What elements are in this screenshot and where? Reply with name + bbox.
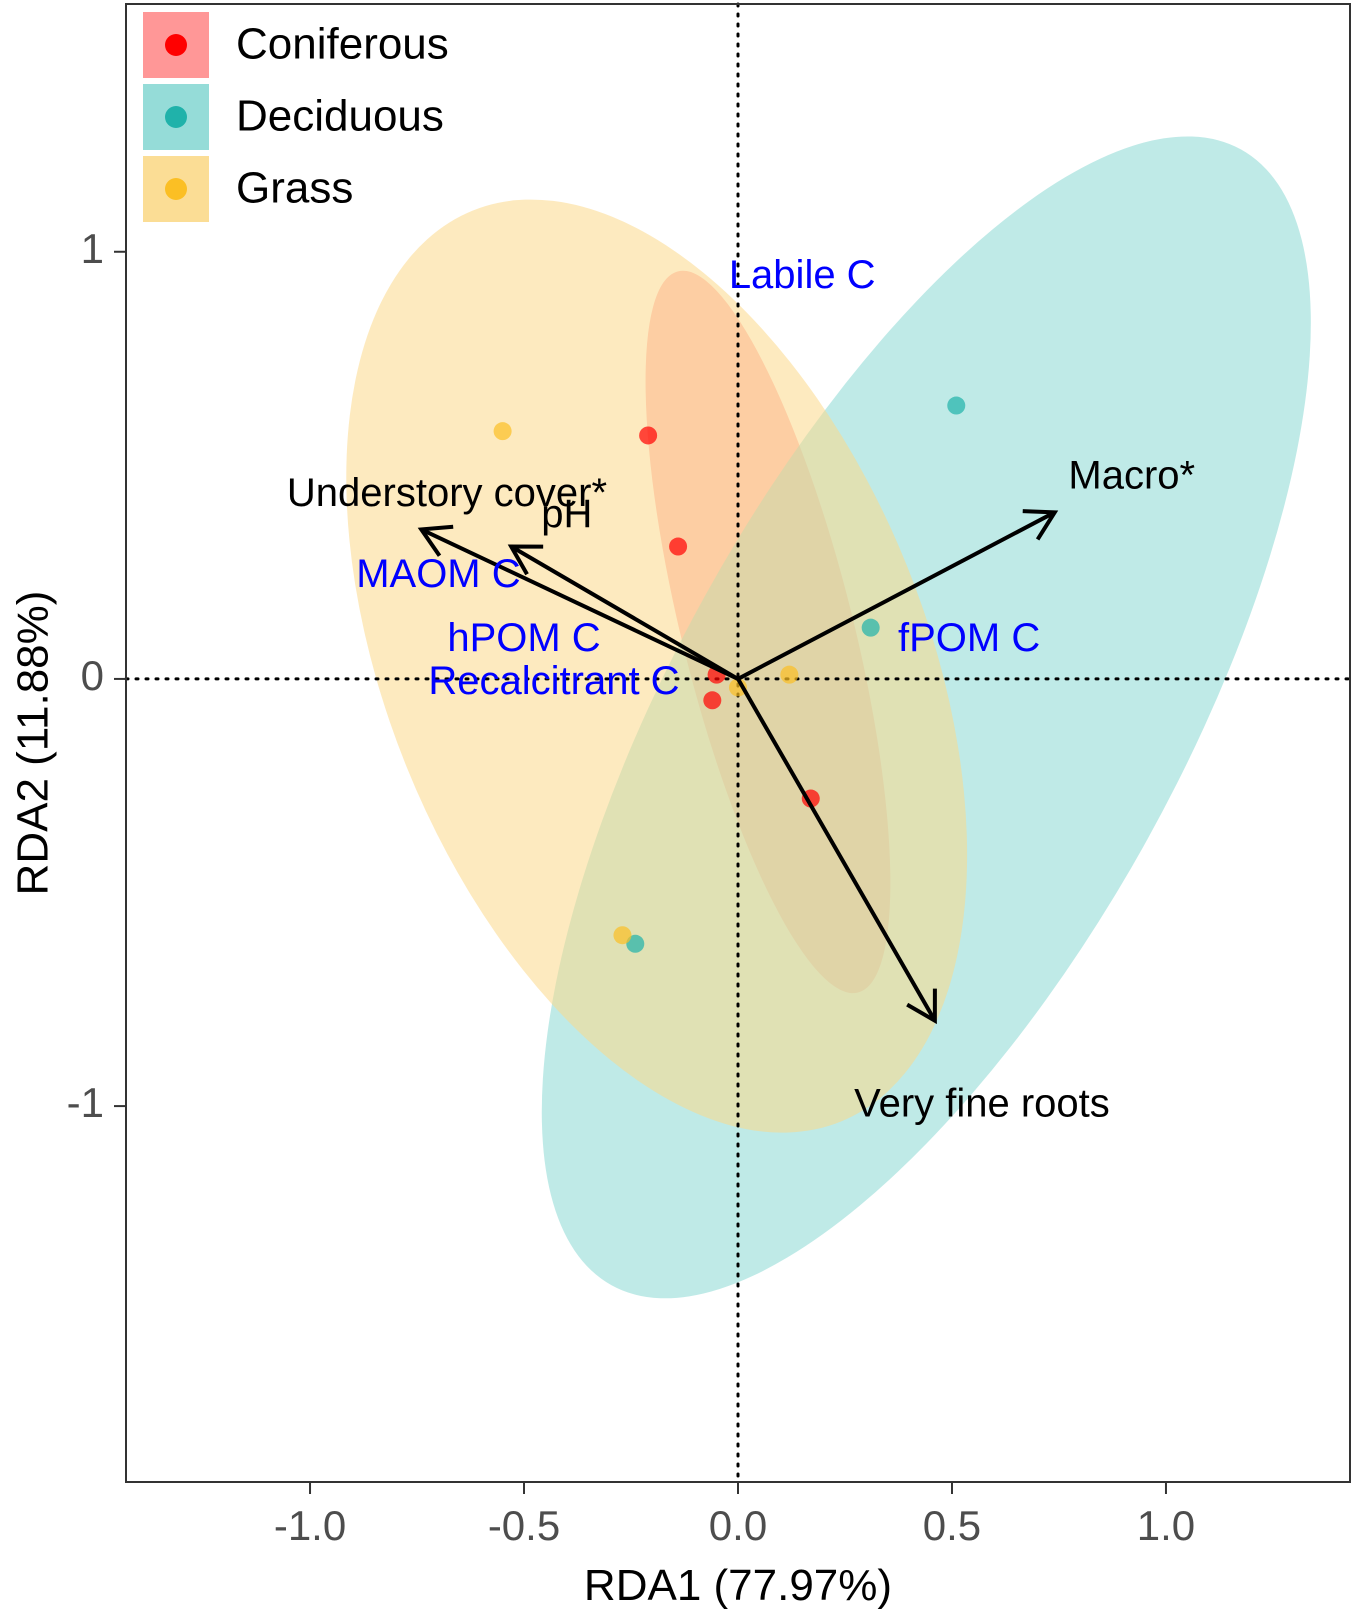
x-tick-label: 1.0: [1137, 1502, 1195, 1549]
x-tick-label: 0.5: [923, 1502, 981, 1549]
environment-vectors: [417, 509, 1059, 1025]
response-label-labile-c: Labile C: [729, 253, 876, 297]
y-tick-label: 1: [81, 225, 104, 272]
point-coniferous: [669, 537, 688, 556]
y-tick-label: 0: [81, 652, 104, 699]
response-label-recalcitrant-c: Recalcitrant C: [428, 659, 679, 703]
y-axis-title: RDA2 (11.88%): [9, 591, 58, 896]
response-label-fpom-c: fPOM C: [898, 616, 1040, 660]
arrow-macro: [737, 510, 1056, 681]
x-axis-title: RDA1 (77.97%): [584, 1561, 892, 1610]
point-coniferous: [703, 691, 722, 710]
legend-label-grass: Grass: [236, 164, 353, 213]
response-label-hpom-c: hPOM C: [447, 616, 600, 660]
legend-label-coniferous: Coniferous: [236, 20, 449, 69]
legend-dot-deciduous: [165, 106, 187, 128]
x-tick-label: -0.5: [488, 1502, 560, 1549]
legend-dot-coniferous: [165, 34, 187, 56]
point-grass: [493, 422, 512, 441]
arrowhead-understory-cover: [417, 524, 454, 557]
x-tick-label: 0.0: [709, 1502, 767, 1549]
arrowhead-ph: [507, 544, 544, 576]
point-grass: [780, 665, 799, 684]
response-label-maom-c: MAOM C: [356, 552, 520, 596]
x-axis-ticks: -1.0 -0.5 0.0 0.5 1.0: [274, 1482, 1195, 1549]
confidence-ellipses: [346, 136, 1311, 1299]
point-coniferous: [639, 426, 658, 445]
arrow-very-fine-roots: [736, 677, 937, 1022]
point-deciduous: [861, 618, 880, 637]
legend-dot-grass: [165, 178, 187, 200]
x-tick-label: -1.0: [274, 1502, 346, 1549]
legend-label-deciduous: Deciduous: [236, 92, 444, 141]
env-label-ph: pH: [541, 492, 592, 536]
arrowhead-macro: [1022, 509, 1059, 541]
legend: Coniferous Deciduous Grass: [143, 12, 449, 222]
arrow-ph: [510, 544, 740, 681]
env-label-understory-cover: Understory cover*: [287, 471, 607, 515]
arrowhead-very-fine-roots: [906, 988, 937, 1025]
arrow-understory-cover: [420, 527, 739, 681]
point-grass: [613, 926, 632, 945]
y-tick-label: -1: [67, 1079, 104, 1126]
point-deciduous: [947, 396, 966, 415]
sample-points: [493, 396, 966, 953]
point-deciduous: [626, 934, 645, 953]
env-label-very-fine-roots: Very fine roots: [854, 1082, 1110, 1126]
y-axis-ticks: 1 0 -1: [67, 225, 126, 1126]
env-label-macro: Macro*: [1068, 454, 1195, 498]
